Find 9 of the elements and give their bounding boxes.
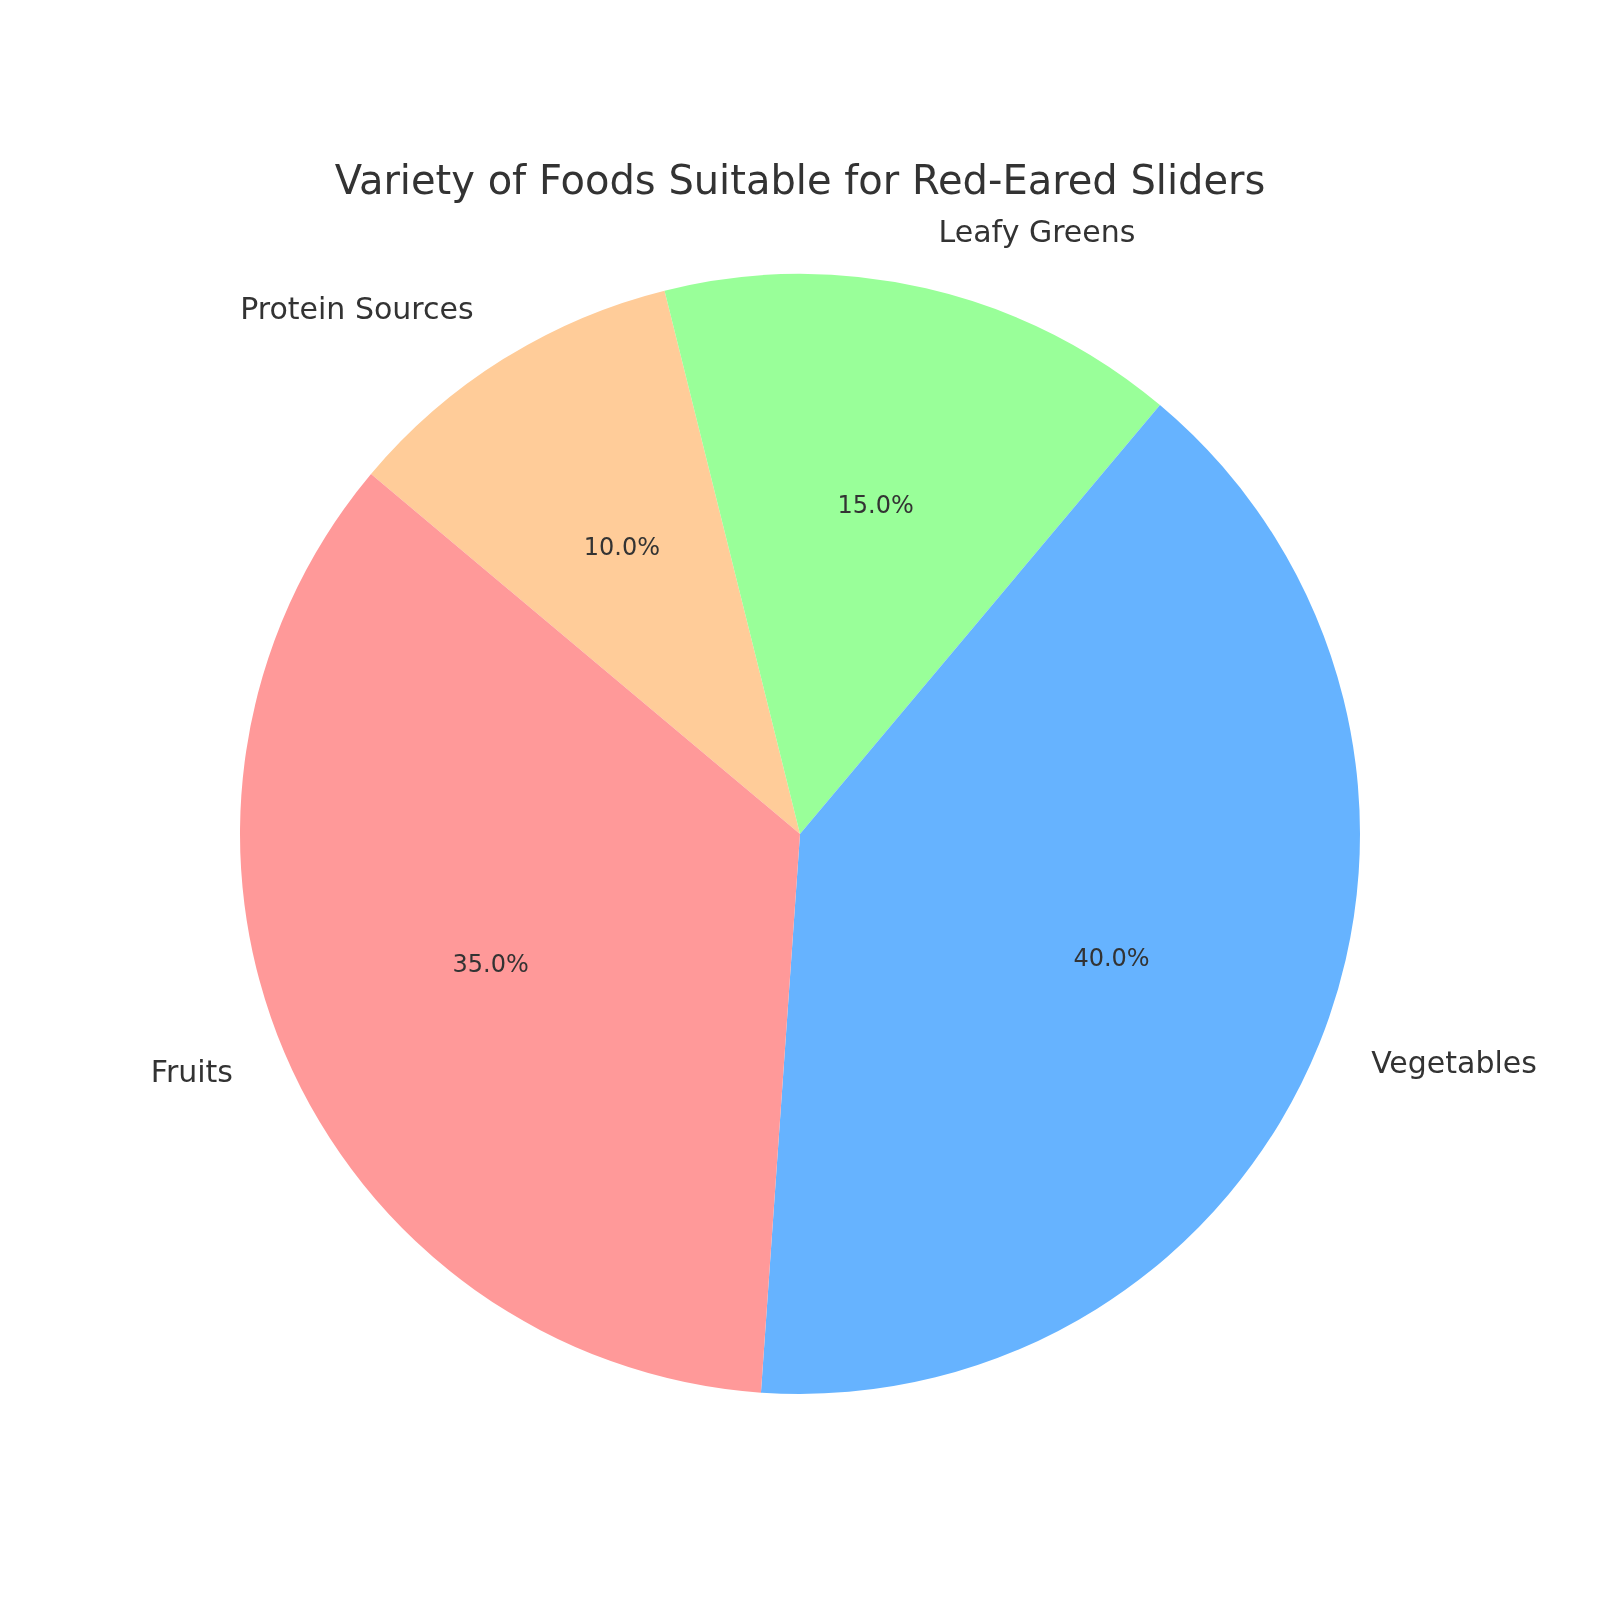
data-label: 40.0% [1073, 944, 1150, 973]
data-label: 15.0% [837, 490, 914, 519]
slice-label: Leafy Greens [938, 213, 1136, 249]
data-label: 35.0% [452, 949, 529, 978]
slice-label: Protein Sources [240, 291, 474, 327]
slice-label: Fruits [150, 1054, 233, 1090]
slice-label: Vegetables [1371, 1044, 1537, 1080]
chart-title: Variety of Foods Suitable for Red-Eared Sliders [334, 157, 1266, 204]
data-label: 10.0% [583, 533, 661, 562]
